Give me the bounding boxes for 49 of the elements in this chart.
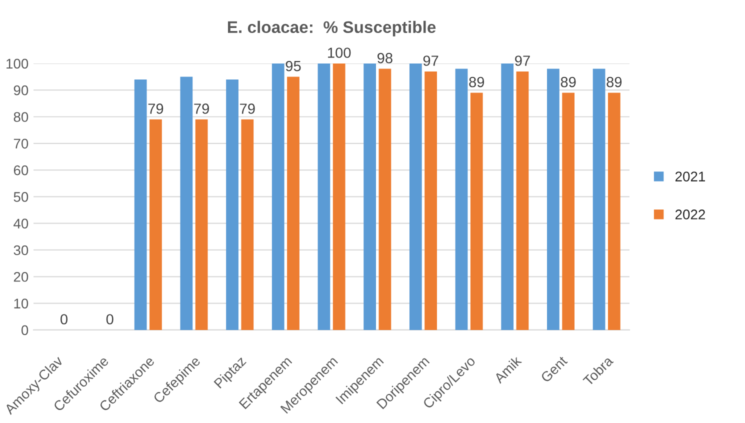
y-tick-label: 40: [14, 218, 28, 229]
y-tick-label: 20: [14, 272, 28, 282]
y-tick-label: 80: [14, 112, 28, 122]
data-label: 0: [60, 314, 68, 324]
legend-label: 2022: [675, 210, 705, 220]
bar: [364, 63, 376, 330]
bar: [470, 92, 483, 330]
y-tick-label: 50: [14, 192, 28, 202]
bar: [547, 68, 560, 330]
data-label: 89: [560, 76, 576, 88]
y-tick-label: 100: [6, 58, 28, 69]
chart-title: E. cloacae: % Susceptible: [228, 20, 436, 36]
data-label: 97: [423, 56, 438, 66]
bar: [241, 119, 254, 330]
data-label: 89: [606, 76, 622, 88]
bar: [332, 63, 346, 330]
bar: [378, 68, 392, 330]
data-label: 98: [378, 52, 392, 64]
bar: [318, 63, 330, 330]
bar: [562, 92, 575, 330]
y-tick-label: 30: [14, 245, 28, 256]
bar: [409, 63, 422, 330]
bar: [516, 71, 529, 330]
data-label: 95: [286, 60, 301, 72]
legend-label: 2021: [675, 172, 705, 182]
y-tick-label: 70: [14, 138, 28, 149]
data-label: 97: [515, 56, 530, 66]
bar: [501, 63, 514, 330]
y-tick-label: 60: [14, 165, 28, 176]
bar: [150, 119, 162, 330]
bar: [180, 76, 193, 330]
data-label: 100: [328, 48, 351, 58]
bar: [272, 63, 284, 330]
bar: [195, 119, 208, 330]
bar: [608, 92, 620, 330]
bar: [226, 79, 238, 330]
data-label: 89: [469, 76, 484, 88]
data-label: 0: [106, 314, 114, 324]
data-label: 79: [240, 104, 255, 114]
bar: [134, 79, 147, 330]
data-label: 79: [148, 104, 164, 114]
bar: [287, 76, 300, 330]
bar: [424, 71, 437, 330]
y-tick-label: 0: [21, 325, 28, 336]
y-tick-label: 10: [14, 298, 28, 308]
bar: [455, 68, 468, 330]
bar: [592, 68, 606, 330]
data-label: 79: [194, 104, 209, 114]
y-tick-label: 90: [14, 85, 28, 96]
